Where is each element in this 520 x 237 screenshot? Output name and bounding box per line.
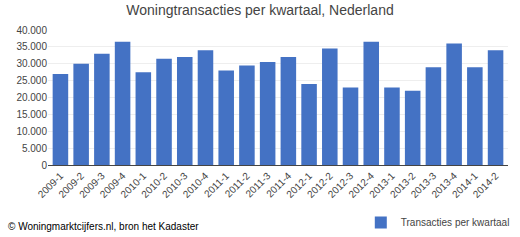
svg-text:2014-1: 2014-1 <box>450 170 480 200</box>
svg-text:2013-1: 2013-1 <box>367 170 397 200</box>
svg-text:2009-4: 2009-4 <box>98 170 128 200</box>
svg-text:2011-4: 2011-4 <box>264 170 294 200</box>
svg-text:2011-1: 2011-1 <box>202 170 232 200</box>
svg-text:2009-2: 2009-2 <box>56 170 86 200</box>
svg-text:2013-2: 2013-2 <box>388 170 418 200</box>
svg-text:2009-1: 2009-1 <box>36 170 66 200</box>
svg-text:2012-1: 2012-1 <box>284 170 314 200</box>
svg-text:2011-2: 2011-2 <box>223 170 253 200</box>
svg-text:Transacties per kwartaal: Transacties per kwartaal <box>401 217 510 228</box>
svg-text:0: 0 <box>41 160 47 171</box>
svg-text:20.000: 20.000 <box>16 92 47 103</box>
svg-text:40.000: 40.000 <box>16 25 47 36</box>
svg-text:35.000: 35.000 <box>16 41 47 52</box>
svg-text:2010-3: 2010-3 <box>160 170 190 200</box>
svg-text:5.000: 5.000 <box>22 143 47 154</box>
svg-text:2013-4: 2013-4 <box>429 170 459 200</box>
svg-text:2009-3: 2009-3 <box>77 170 107 200</box>
svg-text:25.000: 25.000 <box>16 75 47 86</box>
svg-text:© Woningmarktcijfers.nl, bron: © Woningmarktcijfers.nl, bron het Kadast… <box>8 221 199 232</box>
svg-text:15.000: 15.000 <box>16 109 47 120</box>
svg-text:30.000: 30.000 <box>16 58 47 69</box>
svg-text:Woningtransacties per kwartaal: Woningtransacties per kwartaal, Nederlan… <box>126 2 393 18</box>
svg-text:2014-2: 2014-2 <box>471 170 501 200</box>
svg-text:2010-1: 2010-1 <box>118 170 148 200</box>
svg-text:2012-4: 2012-4 <box>346 170 376 200</box>
svg-text:2011-3: 2011-3 <box>243 170 273 200</box>
svg-text:2012-2: 2012-2 <box>305 170 335 200</box>
svg-text:2012-3: 2012-3 <box>326 170 356 200</box>
svg-text:2010-4: 2010-4 <box>181 170 211 200</box>
svg-text:10.000: 10.000 <box>16 126 47 137</box>
svg-text:2013-3: 2013-3 <box>409 170 439 200</box>
svg-text:2010-2: 2010-2 <box>139 170 169 200</box>
